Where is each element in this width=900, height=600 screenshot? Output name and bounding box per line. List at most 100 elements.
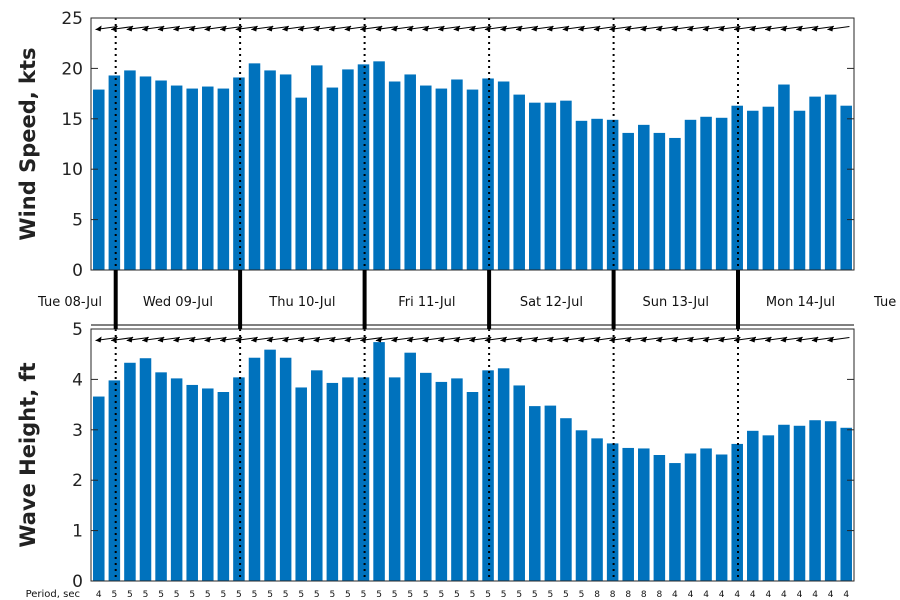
bar bbox=[747, 430, 759, 581]
bar bbox=[124, 70, 136, 270]
bar bbox=[684, 453, 697, 581]
wave-height-axis-label: Wave Height, ft bbox=[16, 362, 40, 547]
direction-arrow bbox=[624, 336, 648, 343]
bar bbox=[762, 106, 775, 270]
period-value: 5 bbox=[127, 590, 133, 600]
direction-arrow bbox=[173, 25, 196, 32]
direction-arrow bbox=[827, 336, 850, 343]
direction-arrow bbox=[733, 336, 757, 343]
direction-arrow bbox=[95, 336, 118, 343]
direction-arrow bbox=[811, 336, 834, 343]
period-value: 4 bbox=[812, 590, 818, 600]
period-value: 4 bbox=[703, 590, 709, 600]
period-value: 4 bbox=[734, 590, 740, 600]
y-tick-label: 4 bbox=[72, 370, 83, 390]
direction-arrow bbox=[297, 336, 321, 343]
bar bbox=[93, 396, 105, 581]
period-value: 5 bbox=[579, 590, 585, 600]
bar bbox=[311, 65, 323, 270]
period-value: 5 bbox=[111, 590, 117, 600]
bar bbox=[653, 132, 666, 270]
direction-arrow bbox=[422, 336, 445, 343]
direction-arrow bbox=[251, 336, 274, 343]
day-label: Wed 09-Jul bbox=[143, 295, 213, 310]
period-value: 8 bbox=[625, 590, 631, 600]
bar bbox=[435, 88, 448, 270]
bar bbox=[482, 78, 494, 270]
period-value: 5 bbox=[252, 590, 258, 600]
period-value: 4 bbox=[672, 590, 678, 600]
direction-arrow bbox=[422, 25, 445, 32]
bar bbox=[747, 110, 759, 271]
y-tick-label: 1 bbox=[72, 522, 83, 542]
bar bbox=[513, 94, 525, 270]
period-value: 5 bbox=[205, 590, 211, 600]
direction-arrow bbox=[547, 25, 570, 32]
axes-box bbox=[90, 328, 855, 582]
bar bbox=[139, 358, 152, 581]
direction-arrow bbox=[188, 25, 212, 32]
direction-arrow bbox=[126, 25, 149, 32]
direction-arrow bbox=[671, 336, 694, 343]
direction-arrow bbox=[827, 25, 850, 32]
bar bbox=[342, 69, 354, 270]
direction-arrow bbox=[656, 25, 679, 32]
direction-arrow bbox=[765, 25, 788, 32]
y-tick-label: 0 bbox=[72, 261, 83, 281]
direction-arrow bbox=[469, 336, 492, 343]
direction-arrow bbox=[329, 25, 352, 32]
period-value: 5 bbox=[407, 590, 413, 600]
period-value: 5 bbox=[376, 590, 382, 600]
direction-arrow bbox=[251, 25, 274, 32]
day-label: Tue 08-Jul bbox=[37, 295, 102, 310]
period-value: 5 bbox=[485, 590, 491, 600]
period-value: 5 bbox=[158, 590, 164, 600]
direction-arrow bbox=[718, 336, 741, 343]
bar bbox=[529, 102, 541, 270]
direction-arrow bbox=[671, 25, 694, 32]
bar bbox=[139, 76, 152, 271]
direction-arrow bbox=[204, 25, 227, 32]
bar bbox=[762, 435, 775, 581]
direction-arrow bbox=[360, 25, 383, 32]
bar bbox=[497, 368, 510, 581]
direction-arrow bbox=[235, 336, 258, 343]
period-value: 4 bbox=[843, 590, 849, 600]
y-tick-label: 15 bbox=[61, 110, 83, 130]
bar bbox=[155, 80, 167, 270]
direction-arrow bbox=[640, 336, 663, 343]
bar bbox=[715, 454, 728, 581]
period-value: 5 bbox=[470, 590, 476, 600]
bar bbox=[388, 81, 401, 270]
direction-arrow bbox=[438, 25, 461, 32]
bar bbox=[700, 116, 712, 270]
direction-arrow bbox=[313, 25, 336, 32]
bar bbox=[108, 75, 121, 271]
period-value: 5 bbox=[532, 590, 538, 600]
direction-arrow bbox=[702, 25, 725, 32]
direction-arrow bbox=[749, 25, 772, 32]
bar bbox=[108, 380, 121, 581]
direction-arrow bbox=[687, 336, 710, 343]
direction-arrow bbox=[282, 336, 305, 343]
direction-arrow bbox=[220, 336, 243, 343]
period-value: 5 bbox=[563, 590, 569, 600]
direction-arrow bbox=[220, 25, 243, 32]
direction-arrow bbox=[780, 25, 803, 32]
period-value: 4 bbox=[750, 590, 756, 600]
bar bbox=[279, 74, 292, 270]
period-value: 8 bbox=[594, 590, 600, 600]
bar bbox=[326, 87, 339, 270]
day-label: Fri 11-Jul bbox=[398, 295, 455, 310]
bar bbox=[326, 382, 339, 581]
direction-arrow bbox=[453, 25, 476, 32]
bar bbox=[186, 88, 198, 270]
direction-arrow bbox=[157, 25, 180, 32]
bar bbox=[233, 377, 245, 581]
bar bbox=[669, 463, 681, 581]
period-value: 4 bbox=[828, 590, 834, 600]
period-value: 5 bbox=[501, 590, 507, 600]
bar bbox=[793, 425, 806, 581]
period-value: 5 bbox=[454, 590, 460, 600]
